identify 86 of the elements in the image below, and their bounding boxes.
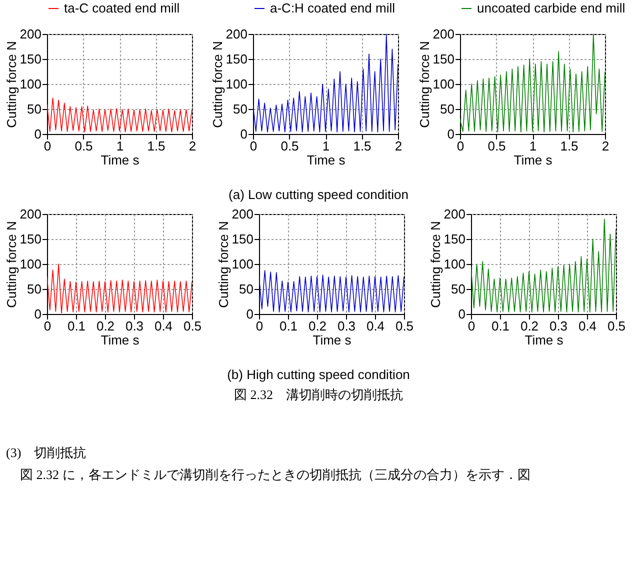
y-tick-label: 200 [19,206,42,222]
x-tick-label: 0.4 [366,318,385,334]
line-series [471,218,616,312]
x-tick-label: 0.3 [550,318,568,334]
line-series [46,98,192,132]
x-axis-title: Time s [514,152,553,168]
y-tick-label: 200 [444,206,466,222]
y-tick-label: 0 [240,126,248,142]
x-tick-label: 1.5 [147,138,166,154]
x-tick-label: 0 [256,318,264,334]
legend-label: a-C:H coated end mill [270,0,396,16]
text: (b) High cutting speed condition [226,367,411,382]
x-tick-label: 0.2 [520,318,539,334]
y-tick-label: 50 [451,282,466,296]
x-tick-label: 0.2 [308,318,327,334]
x-tick-label: 2 [602,138,610,154]
y-tick-label: 50 [26,102,42,116]
x-tick-label: 0.5 [395,318,414,334]
x-axis-title: Time s [100,332,140,348]
x-tick-label: 1 [116,138,124,154]
y-tick-label: 150 [432,52,455,66]
x-tick-label: 1.5 [560,138,578,154]
x-tick-label: 0.5 [608,318,626,334]
y-tick-label: 150 [20,52,42,66]
caption: 図 2.32 に，各エンドミルで溝切削を行ったときの切削抵抗（三成分の合力）を示す．図 [19,466,532,484]
y-tick-label: 100 [226,76,248,92]
y-tick-label: 50 [234,102,248,116]
line-series [253,34,398,132]
y-axis-title: Cutting force N [428,221,444,308]
x-tick-label: 1.5 [354,138,372,154]
y-tick-label: 100 [444,256,466,272]
y-tick-label: 0 [246,306,254,322]
y-tick-label: 150 [444,232,466,246]
y-tick-label: 100 [20,76,42,92]
x-axis-title: Time s [525,332,564,348]
x-axis-title: Time s [100,152,140,168]
y-tick-label: 50 [239,282,254,296]
x-tick-label: 0.1 [279,318,298,334]
x-tick-label: 0.4 [154,318,172,334]
y-tick-label: 150 [232,232,254,246]
y-tick-label: 0 [34,126,42,142]
y-tick-label: 150 [19,232,42,246]
x-axis-title: Time s [312,332,352,348]
y-tick-label: 200 [226,26,248,42]
x-tick-label: 0 [468,318,476,334]
x-tick-label: 0 [44,318,51,334]
y-tick-label: 200 [20,26,42,42]
y-tick-label: 0 [458,306,466,322]
y-axis-title: Cutting force N [216,221,231,308]
y-tick-label: 50 [440,102,455,116]
x-axis-title: Time s [307,152,346,168]
x-tick-label: 0.1 [492,318,510,334]
x-tick-label: 1 [530,138,537,154]
x-tick-label: 0 [44,138,51,154]
legend-label: ta-C coated end mill [64,0,180,16]
caption: 図 2.32 溝切削時の切削抵抗 [233,386,404,404]
x-tick-label: 0.3 [125,318,144,334]
line-series [258,270,404,312]
x-tick-label: 1 [322,138,330,154]
y-tick-label: 150 [226,52,248,66]
x-tick-label: 0.5 [183,318,202,334]
y-axis-title: Cutting force N [416,41,432,128]
y-tick-label: 100 [432,76,455,92]
y-tick-label: 0 [34,306,42,322]
y-axis-title: Cutting force N [210,41,226,128]
line-series [460,34,606,132]
x-tick-label: 2 [395,138,403,154]
x-tick-label: 2 [188,138,196,154]
legend-label: uncoated carbide end mill [477,0,626,16]
y-tick-label: 200 [432,26,455,42]
x-tick-label: 0.2 [96,318,114,334]
text: (3) 切削抵抗 [5,444,88,462]
y-tick-label: 50 [26,282,42,296]
y-tick-label: 100 [19,256,42,272]
x-tick-label: 0.5 [74,138,93,154]
y-tick-label: 100 [232,256,254,272]
x-tick-label: 0.3 [337,318,356,334]
text: (a) Low cutting speed condition [228,187,410,202]
x-tick-label: 0.1 [67,318,86,334]
y-tick-label: 200 [232,206,254,222]
y-tick-label: 0 [447,126,455,142]
x-tick-label: 0.5 [488,138,506,154]
x-tick-label: 0.4 [578,318,597,334]
y-axis-title: Cutting force N [3,221,18,308]
x-tick-label: 0.5 [281,138,300,154]
y-axis-title: Cutting force N [4,41,19,128]
